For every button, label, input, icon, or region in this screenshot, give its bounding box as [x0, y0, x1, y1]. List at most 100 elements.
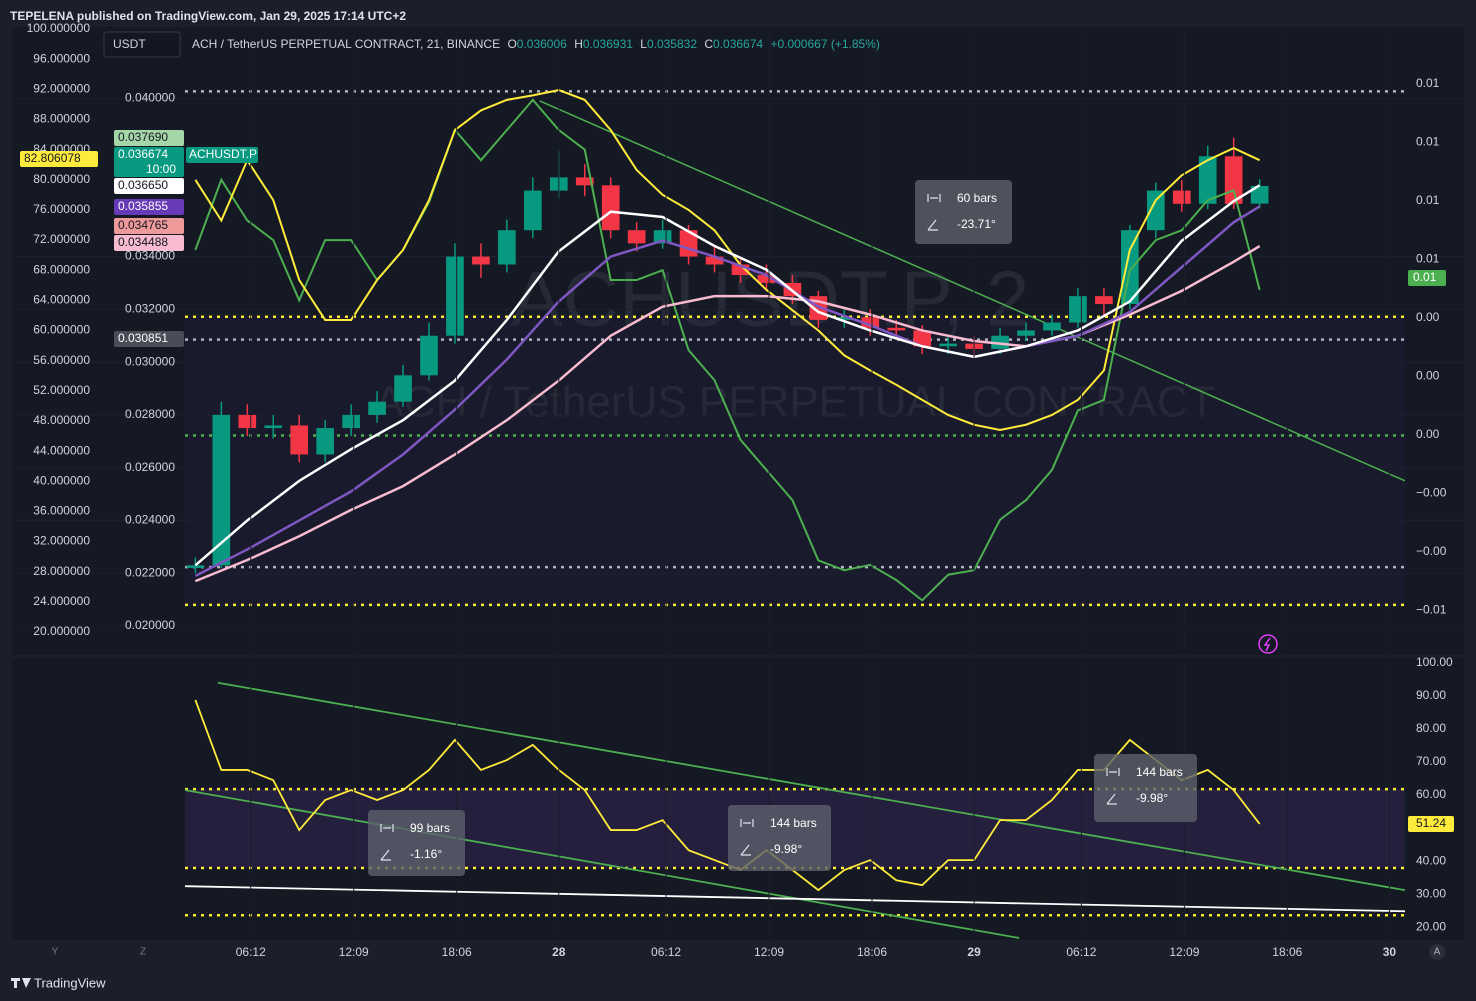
trendline	[185, 789, 1020, 939]
measure-box	[915, 180, 1012, 244]
x-tick-label: 12:09	[754, 945, 784, 959]
x-tick-label: 28	[552, 945, 566, 959]
x-tick-label: 12:09	[1169, 945, 1199, 959]
candle-body	[887, 327, 906, 331]
moving-average	[194, 205, 1261, 577]
price-tick-label: 0.034000	[125, 249, 175, 263]
brand: TradingView	[34, 975, 106, 990]
change: +0.000667 (+1.85%)	[770, 37, 879, 51]
measure-angle: -23.71°	[957, 217, 996, 231]
osc-tick-label: 96.000000	[33, 51, 90, 65]
price-tag	[114, 178, 184, 194]
key: H	[574, 37, 583, 51]
measure-box	[728, 805, 831, 871]
candle-body	[1198, 156, 1217, 204]
x-tick-label: 06:12	[651, 945, 681, 959]
corner-label[interactable]: A	[1434, 947, 1441, 958]
high: 0.036931	[583, 37, 633, 51]
candle-body	[627, 230, 646, 244]
price-tag	[114, 199, 184, 215]
price-tick-label: 0.028000	[125, 407, 175, 421]
right-tag-label: 0.01	[1413, 270, 1437, 284]
price-tag	[114, 130, 184, 146]
measure-bars: 60 bars	[957, 191, 997, 205]
candle-body	[757, 275, 776, 283]
trendline	[539, 100, 1405, 482]
alert-icon[interactable]	[1258, 634, 1278, 654]
candle-body	[1172, 190, 1191, 204]
candle-body	[1069, 296, 1087, 323]
value-tag-label: 51.24	[1416, 816, 1446, 830]
candle-body	[420, 335, 438, 376]
right-tick-label: −0.01	[1416, 603, 1447, 617]
osc-tick-label: 30.00	[1416, 886, 1446, 900]
candle-body	[1043, 322, 1061, 331]
right-tick-label: 0.00	[1416, 427, 1440, 441]
candle-body	[653, 230, 672, 244]
oscillator-line	[194, 89, 1261, 432]
x-tick-label: 18:06	[857, 945, 887, 959]
corner[interactable]	[135, 944, 151, 960]
right-tick-label: 0.01	[1416, 76, 1440, 90]
candle-body	[498, 230, 516, 265]
currency-button[interactable]	[103, 31, 181, 58]
measure-box	[1094, 754, 1197, 822]
osc-tick-label: 100.000000	[27, 21, 91, 35]
left-tag	[20, 151, 98, 167]
candle-body	[342, 414, 360, 429]
right-tick-label: 0.00	[1416, 369, 1440, 383]
x-tick-label: 30	[1383, 945, 1397, 959]
watermark-name: ACH / TetherUS PERPETUAL CONTRACT	[374, 378, 1215, 427]
symbol-tag	[186, 147, 258, 163]
right-tick-label: 0.01	[1416, 193, 1440, 207]
price-tick-label: 0.024000	[125, 513, 175, 527]
osc-tick-label: 28.000000	[33, 564, 90, 578]
right-tick-label: 0.01	[1416, 252, 1440, 266]
measure-icon	[927, 194, 941, 231]
candle-body	[913, 330, 932, 347]
trendline	[217, 681, 1405, 892]
osc-tick-label: 90.00	[1416, 688, 1446, 702]
x-tick-label: 12:09	[339, 945, 369, 959]
measure-bars: 144 bars	[770, 816, 817, 830]
low: 0.035832	[647, 37, 697, 51]
value-tag	[1408, 815, 1454, 832]
price-tick-label: 0.030000	[125, 354, 175, 368]
candle-body	[446, 256, 464, 336]
candle-body	[290, 425, 309, 455]
candle-body	[731, 264, 750, 276]
price-tick-label: 0.022000	[125, 565, 175, 579]
corner-label[interactable]: Z	[140, 947, 146, 958]
price-tag-label: 0.034488	[118, 235, 168, 249]
currency[interactable]: USDT	[113, 37, 146, 51]
corner[interactable]	[1429, 944, 1445, 960]
osc-tick-label: 48.000000	[33, 413, 90, 427]
watermark-symbol: ACHUSDT.P, 2	[511, 255, 1030, 343]
osc-tick-label: 32.000000	[33, 534, 90, 548]
corner[interactable]	[47, 944, 63, 960]
osc-tick-label: 100.00	[1416, 655, 1453, 669]
osc-tick-label: 76.000000	[33, 202, 90, 216]
candle-body	[835, 317, 854, 320]
price-tag	[114, 147, 184, 177]
key: L	[640, 37, 647, 51]
candle-body	[368, 401, 386, 415]
plots: 30 0.040000 0.034000 0.032000 0.030000 0.0280…	[12, 21, 1464, 959]
price-tick-label: 0.032000	[125, 302, 175, 316]
candle-body	[705, 256, 724, 265]
price-tag-label: 0.034765	[118, 218, 168, 232]
legend: ACH / TetherUS PERPETUAL CONTRACT, 21, B…	[192, 37, 880, 51]
osc-tick-label: 72.000000	[33, 232, 90, 246]
candle-body	[1146, 190, 1165, 231]
osc-tick-label: 40.00	[1416, 853, 1446, 867]
measure-angle: -9.98°	[1136, 791, 1168, 805]
right-tag	[1408, 270, 1446, 286]
candle-body	[212, 414, 231, 566]
candle-body	[264, 425, 283, 429]
measure-icon	[740, 819, 754, 856]
open: 0.036006	[517, 37, 567, 51]
candle-body	[601, 185, 620, 231]
corner-label[interactable]: Y	[52, 947, 59, 958]
candle-body	[238, 414, 257, 429]
